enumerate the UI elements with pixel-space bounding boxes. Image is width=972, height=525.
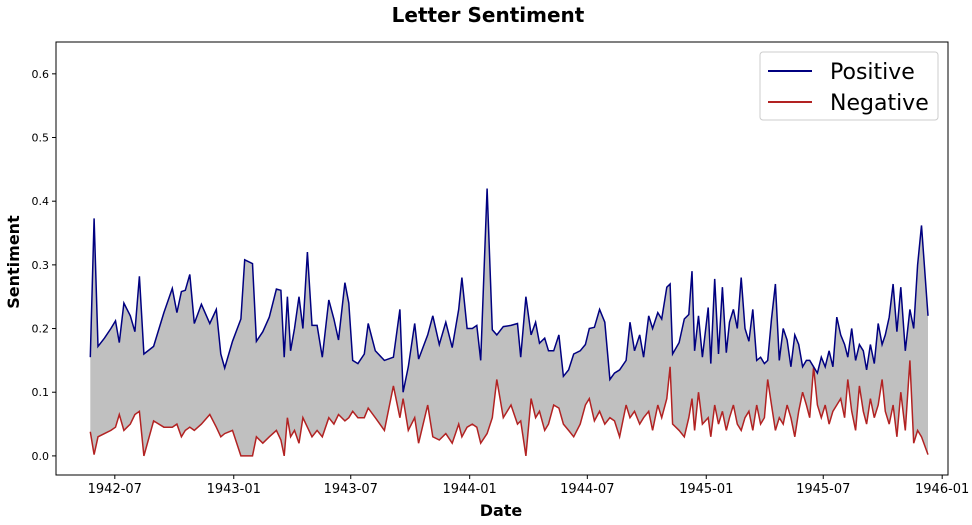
x-tick-label: 1945-01 — [679, 482, 733, 497]
legend-label-negative: Negative — [830, 91, 929, 116]
y-axis-ticks: 0.0 0.1 0.2 0.3 0.4 0.5 0.6 — [32, 68, 56, 463]
x-axis-label: Date — [480, 501, 523, 520]
x-tick-label: 1943-01 — [207, 482, 261, 497]
y-tick-label: 0.0 — [32, 450, 50, 463]
x-tick-label: 1944-01 — [443, 482, 497, 497]
x-tick-label: 1943-07 — [324, 482, 378, 497]
series-line-negative — [89, 360, 929, 457]
legend-label-positive: Positive — [830, 60, 915, 85]
y-axis-label: Sentiment — [4, 215, 23, 309]
x-tick-label: 1946-01 — [915, 482, 969, 497]
fill-between-area — [90, 188, 929, 456]
plot-frame — [55, 41, 949, 476]
y-tick-label: 0.6 — [32, 68, 50, 81]
y-tick-label: 0.4 — [32, 195, 50, 208]
plot-area — [89, 188, 929, 457]
series-line-positive — [89, 188, 929, 393]
x-axis-ticks: 1942-07 1943-01 1943-07 1944-01 1944-07 1945-… — [88, 475, 969, 497]
chart-title: Letter Sentiment — [392, 3, 585, 27]
x-tick-label: 1942-07 — [88, 482, 142, 497]
x-tick-label: 1945-07 — [796, 482, 850, 497]
y-tick-label: 0.1 — [32, 386, 50, 399]
y-tick-label: 0.2 — [32, 323, 50, 336]
legend: Positive Negative — [759, 51, 939, 121]
y-tick-label: 0.5 — [32, 132, 50, 145]
x-tick-label: 1944-07 — [560, 482, 614, 497]
y-tick-label: 0.3 — [32, 259, 50, 272]
